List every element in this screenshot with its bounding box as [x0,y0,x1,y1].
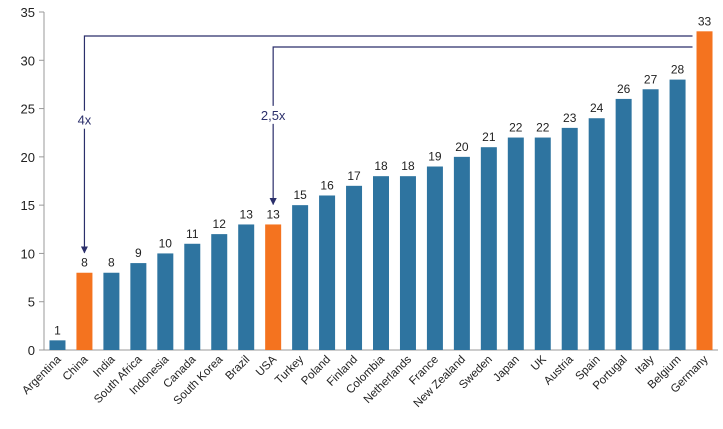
data-label: 15 [293,188,307,202]
y-tick-label: 10 [21,246,35,261]
category-label: Brazil [223,354,252,383]
data-label: 20 [455,140,469,154]
bar-poland [319,195,336,350]
bar-brazil [238,224,255,350]
data-label: 11 [186,227,199,241]
bar-argentina [49,340,66,350]
bar-japan [507,137,524,350]
data-label: 33 [698,14,712,28]
annotation-label-bg [66,110,103,129]
y-tick-label: 30 [21,53,35,68]
data-label: 27 [644,72,658,86]
annotation-label-bg [255,105,292,124]
data-label: 22 [509,121,523,135]
bar-austria [561,127,578,350]
data-label: 8 [108,256,115,270]
data-label: 18 [374,159,388,173]
data-label: 18 [401,159,415,173]
bar-sweden [480,147,497,350]
bar-china [76,272,93,350]
bar-indonesia [157,253,174,350]
data-label: 13 [266,207,280,221]
category-label: Argentina [20,353,64,397]
bar-south-korea [211,234,228,350]
bar-belgium [669,79,686,350]
annotations: 4x 2,5x [66,35,693,254]
annotation-label: 4x [78,113,92,128]
bar-portugal [615,98,632,351]
y-tick-label: 35 [21,5,35,20]
y-tick-label: 5 [28,295,35,310]
bar-canada [184,243,201,350]
bar-finland [346,185,363,350]
category-label: Japan [491,354,522,385]
data-label: 19 [428,150,442,164]
bar-new-zealand [453,156,470,350]
bar-south-africa [130,263,147,350]
bar-spain [588,118,605,350]
annotation-arrow [269,46,693,206]
data-label: 13 [240,207,254,221]
bar-germany [696,31,713,351]
data-label: 17 [347,169,361,183]
y-tick-label: 0 [28,343,35,358]
data-label: 22 [536,121,550,135]
data-label: 1 [54,323,61,337]
annotation-arrow [80,35,693,254]
category-label: China [61,353,91,383]
bar-india [103,272,120,350]
bar-turkey [292,205,309,350]
y-tick-label: 20 [21,150,35,165]
data-label: 9 [135,246,142,260]
data-label: 26 [617,82,631,96]
bar-italy [642,89,659,350]
data-label: 28 [671,63,685,77]
y-tick-label: 25 [21,102,35,117]
bar-uk [534,137,551,350]
category-label: UK [529,353,549,373]
data-label: 12 [213,217,227,231]
y-tick-label: 15 [21,198,35,213]
data-label: 23 [563,111,577,125]
bar-netherlands [399,176,416,350]
category-label: Austria [542,353,576,387]
bar-colombia [373,176,389,350]
bar-france [426,166,443,350]
data-label: 10 [159,236,173,250]
y-axis: 0 5 10 15 20 25 30 35 [21,5,718,358]
data-label: 16 [320,178,334,192]
data-label: 24 [590,101,604,115]
data-label: 8 [81,256,88,270]
bar-usa [265,224,282,350]
data-label: 21 [482,130,496,144]
category-label: Italy [633,353,657,377]
bars [49,31,713,351]
annotation-label: 2,5x [261,108,286,123]
